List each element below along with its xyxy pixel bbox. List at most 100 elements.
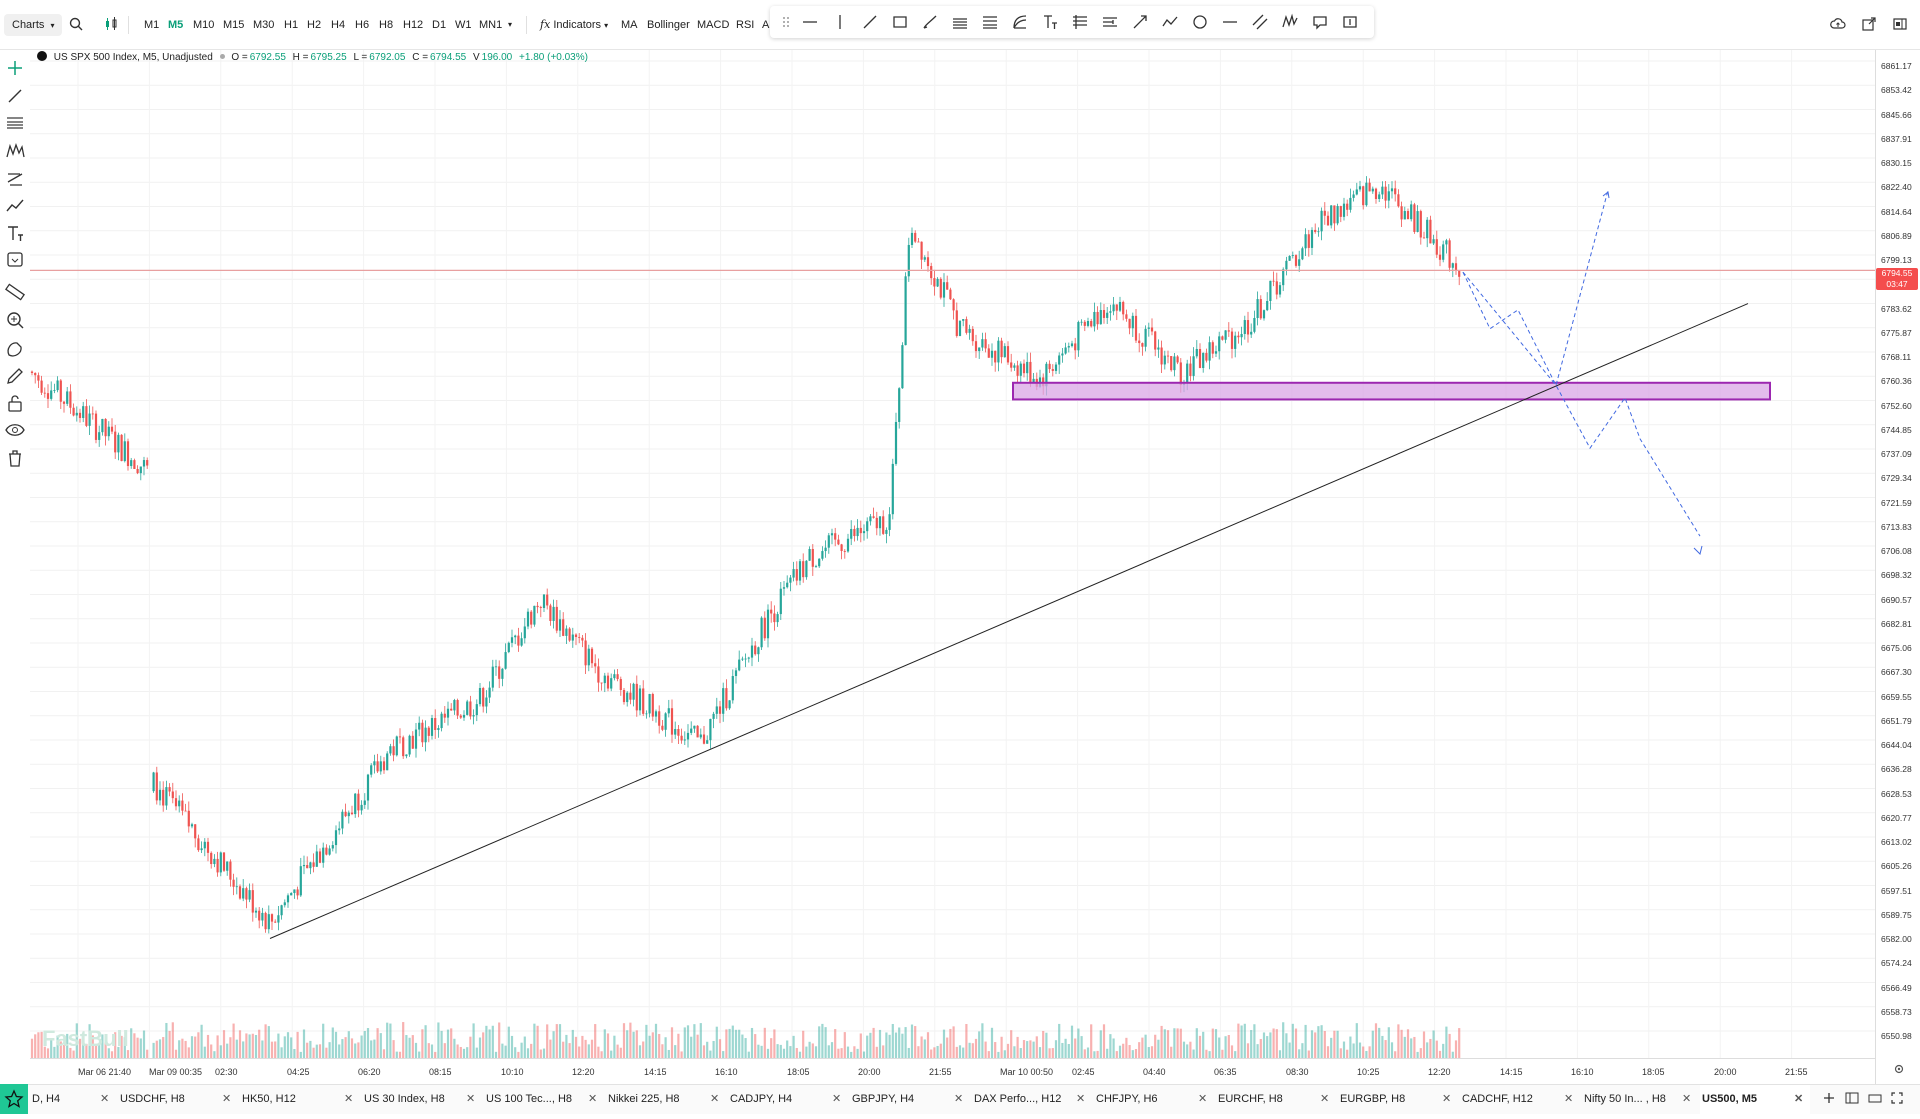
timeframe-m10[interactable]: M10: [193, 19, 215, 31]
rectangle-icon[interactable]: [893, 16, 907, 28]
share-icon[interactable]: [1862, 17, 1876, 31]
indicator-more[interactable]: A: [762, 19, 770, 31]
eye-icon[interactable]: [5, 420, 25, 440]
symbol-name[interactable]: US SPX 500 Index, M5, Unadjusted: [53, 52, 213, 63]
trash-icon[interactable]: [5, 448, 25, 468]
close-tab-icon[interactable]: ✕: [222, 1093, 232, 1105]
crosshair-icon[interactable]: [5, 58, 25, 78]
indicator-bollinger[interactable]: Bollinger: [647, 19, 690, 31]
indicators-button[interactable]: 𝑓x Indicators ▾: [540, 0, 608, 50]
ellipse-icon[interactable]: [1193, 15, 1207, 29]
time-axis[interactable]: Mar 06 21:40 Mar 09 00:35 02:30 04:25 06:20 0…: [30, 1058, 1875, 1085]
projection-icon[interactable]: [5, 168, 25, 188]
chart-tab[interactable]: US 100 Tec..., H8 ✕: [484, 1085, 604, 1115]
arrow-icon[interactable]: [1133, 15, 1147, 29]
candle-type-icon[interactable]: [104, 17, 118, 31]
annotation-icon[interactable]: [5, 250, 25, 270]
drag-handle-icon[interactable]: [783, 17, 789, 27]
close-tab-icon[interactable]: ✕: [1076, 1093, 1086, 1105]
trend-icon[interactable]: [5, 196, 25, 216]
chart-tab[interactable]: GBPJPY, H4 ✕: [850, 1085, 970, 1115]
close-tab-icon[interactable]: ✕: [100, 1093, 110, 1105]
cloud-upload-icon[interactable]: [1830, 17, 1846, 31]
chart-tab[interactable]: CHFJPY, H6 ✕: [1094, 1085, 1214, 1115]
close-tab-icon[interactable]: ✕: [1442, 1093, 1452, 1105]
chart-tab[interactable]: HK50, H12 ✕: [240, 1085, 360, 1115]
timeframe-h6[interactable]: H6: [355, 19, 370, 31]
add-tab-plus-icon[interactable]: [1823, 1092, 1835, 1104]
timeframe-more-chevron-icon[interactable]: ▾: [508, 20, 513, 29]
chart-tab[interactable]: CADCHF, H12 ✕: [1460, 1085, 1580, 1115]
timeframe-m30[interactable]: M30: [253, 19, 275, 31]
magnet-icon[interactable]: [5, 339, 25, 359]
timeframe-d1[interactable]: D1: [432, 19, 447, 31]
timeframe-m15[interactable]: M15: [223, 19, 245, 31]
price-axis[interactable]: 6861.17 6853.42 6845.66 6837.91 6830.15 6822.…: [1875, 50, 1920, 1084]
speech-bubble-icon[interactable]: [1313, 16, 1327, 30]
timeframe-h2[interactable]: H2: [307, 19, 322, 31]
axis-settings-gear-icon[interactable]: [1893, 1063, 1905, 1075]
close-tab-icon[interactable]: ✕: [710, 1093, 720, 1105]
indicator-macd[interactable]: MACD: [697, 19, 730, 31]
fib-retracement-icon[interactable]: [983, 16, 997, 29]
channel-icon[interactable]: [953, 18, 967, 29]
brush-icon[interactable]: [923, 15, 937, 29]
close-tab-icon[interactable]: ✕: [588, 1093, 598, 1105]
timeframe-m1[interactable]: M1: [144, 19, 160, 31]
pattern-icon[interactable]: [5, 141, 25, 161]
trend-line-icon[interactable]: [863, 15, 877, 29]
ruler-icon[interactable]: [5, 282, 25, 302]
chart-tab[interactable]: Nifty 50 In... , H8 ✕: [1582, 1085, 1698, 1115]
favorites-star-button[interactable]: [0, 1084, 28, 1114]
parallel-lines-icon[interactable]: [1252, 14, 1268, 30]
close-tab-icon[interactable]: ✕: [1794, 1093, 1804, 1105]
chart-tab[interactable]: USDCHF, H8 ✕: [118, 1085, 238, 1115]
gann-icon[interactable]: [1073, 15, 1087, 29]
chart-tab[interactable]: CADJPY, H4 ✕: [728, 1085, 848, 1115]
chart-tab[interactable]: D, H4 ✕: [30, 1085, 116, 1115]
path-icon[interactable]: [1162, 16, 1178, 27]
line-icon[interactable]: [5, 86, 25, 106]
chart-tab[interactable]: Nikkei 225, H8 ✕: [606, 1085, 726, 1115]
close-tab-icon[interactable]: ✕: [1198, 1093, 1208, 1105]
candle-body: [290, 893, 293, 896]
indicator-rsi[interactable]: RSI: [736, 19, 755, 31]
pencil-icon[interactable]: [5, 366, 25, 386]
timeframe-m5[interactable]: M5: [168, 19, 184, 31]
timeframe-h12[interactable]: H12: [403, 19, 424, 31]
chart-tab[interactable]: DAX Perfo..., H12 ✕: [972, 1085, 1092, 1115]
fib-icon[interactable]: [5, 113, 25, 133]
timeframe-mn1[interactable]: MN1: [479, 19, 503, 31]
search-icon[interactable]: [69, 17, 83, 31]
chart-tab[interactable]: EURGBP, H8 ✕: [1338, 1085, 1458, 1115]
chart-tab[interactable]: US500, M5 ✕: [1700, 1085, 1810, 1115]
timeframe-h8[interactable]: H8: [379, 19, 394, 31]
timeframe-h1[interactable]: H1: [284, 19, 299, 31]
text-icon[interactable]: [1044, 15, 1057, 29]
timeframe-h4[interactable]: H4: [331, 19, 346, 31]
close-tab-icon[interactable]: ✕: [1682, 1093, 1692, 1105]
close-tab-icon[interactable]: ✕: [1564, 1093, 1574, 1105]
layout-icon[interactable]: [1893, 17, 1907, 31]
dollar-note-icon[interactable]: [1343, 16, 1357, 28]
tab-layout-icon[interactable]: [1845, 1092, 1859, 1104]
close-tab-icon[interactable]: ✕: [954, 1093, 964, 1105]
close-tab-icon[interactable]: ✕: [466, 1093, 476, 1105]
close-tab-icon[interactable]: ✕: [344, 1093, 354, 1105]
chart-tab[interactable]: US 30 Index, H8 ✕: [362, 1085, 482, 1115]
chart-tab[interactable]: EURCHF, H8 ✕: [1216, 1085, 1336, 1115]
zoom-icon[interactable]: [5, 310, 25, 330]
close-tab-icon[interactable]: ✕: [832, 1093, 842, 1105]
fib-fan-icon[interactable]: [1013, 15, 1027, 29]
timeframe-w1[interactable]: W1: [455, 19, 472, 31]
lock-icon[interactable]: [5, 393, 25, 413]
close-tab-icon[interactable]: ✕: [1320, 1093, 1330, 1105]
text-icon[interactable]: [5, 223, 25, 243]
pitchfork-icon[interactable]: [1103, 17, 1117, 27]
indicator-ma[interactable]: MA: [621, 19, 638, 31]
charts-menu-button[interactable]: Charts ▾: [4, 14, 63, 36]
wave-icon[interactable]: [1282, 13, 1298, 28]
fullscreen-icon[interactable]: [1891, 1092, 1903, 1104]
window-icon[interactable]: [1868, 1092, 1882, 1104]
